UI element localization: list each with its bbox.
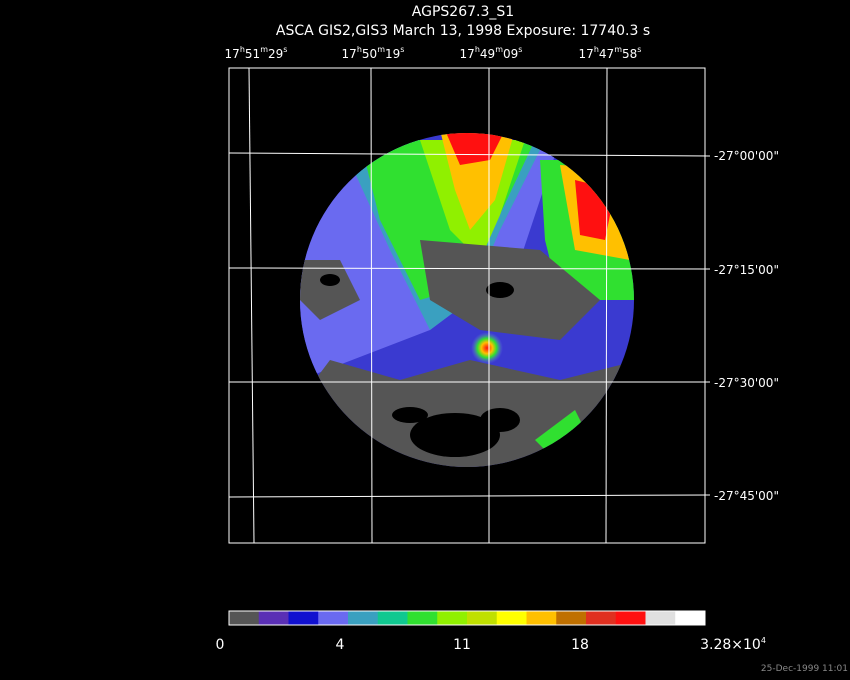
colorbar-swatch xyxy=(407,611,438,625)
label: 17h49m09s xyxy=(460,45,523,61)
label-part: 4 xyxy=(336,637,345,653)
dec-labels: -27°00'00" -27°15'00" -27°30'00" -27°45'00" xyxy=(714,149,779,503)
timestamp: 25-Dec-1999 11:01 xyxy=(761,664,848,674)
colorbar xyxy=(228,610,706,626)
label-part: 58 xyxy=(622,47,637,61)
superscript: h xyxy=(594,45,599,54)
label-part: 17 xyxy=(225,47,240,61)
label: 4 xyxy=(336,637,345,653)
colorbar-swatch xyxy=(526,611,557,625)
colorbar-swatch xyxy=(645,611,676,625)
dec-label: -27°00'00" xyxy=(714,149,779,163)
superscript: h xyxy=(240,45,245,54)
label-part: 47 xyxy=(599,47,614,61)
frame xyxy=(228,67,706,544)
label-part: 51 xyxy=(245,47,260,61)
label: 0 xyxy=(216,637,225,653)
superscript: s xyxy=(400,45,404,54)
colorbar-swatch xyxy=(615,611,646,625)
superscript: h xyxy=(475,45,480,54)
label: 17h51m29s xyxy=(225,45,288,61)
colorbar-swatch xyxy=(258,611,289,625)
label-part: 3.28×10 xyxy=(700,637,761,653)
dec-label: -27°45'00" xyxy=(714,489,779,503)
superscript: m xyxy=(260,45,268,54)
label-part: 19 xyxy=(385,47,400,61)
dec-label: -27°30'00" xyxy=(714,376,779,390)
colorbar-swatch xyxy=(437,611,468,625)
colorbar-swatch xyxy=(318,611,349,625)
label-part: 17 xyxy=(579,47,594,61)
label-part: 17 xyxy=(460,47,475,61)
colorbar-swatch xyxy=(496,611,527,625)
colorbar-swatch xyxy=(586,611,617,625)
subtitle: ASCA GIS2,GIS3 March 13, 1998 Exposure: … xyxy=(276,23,650,39)
superscript: m xyxy=(495,45,503,54)
colorbar-swatch xyxy=(348,611,379,625)
ra-labels: 17h51m29s 17h50m19s 17h49m09s 17h47m58s xyxy=(225,45,642,61)
label-part: 29 xyxy=(268,47,283,61)
colorbar-swatch xyxy=(288,611,319,625)
superscript: s xyxy=(518,45,522,54)
label: 11 xyxy=(453,637,471,653)
colorbar-swatch xyxy=(377,611,408,625)
superscript: m xyxy=(614,45,622,54)
superscript: 4 xyxy=(761,636,766,645)
label-part: 0 xyxy=(216,637,225,653)
label-part: 18 xyxy=(571,637,589,653)
xray-image xyxy=(300,133,634,467)
colorbar-swatch xyxy=(467,611,498,625)
title: AGPS267.3_S1 xyxy=(412,4,514,20)
label: 3.28×104 xyxy=(700,636,766,653)
label-part: 11 xyxy=(453,637,471,653)
label: 17h50m19s xyxy=(342,45,405,61)
superscript: h xyxy=(357,45,362,54)
superscript: s xyxy=(637,45,641,54)
colorbar-frame xyxy=(228,610,706,626)
colorbar-swatch xyxy=(229,611,260,625)
coordinate-grid xyxy=(228,67,711,544)
label-part: 09 xyxy=(503,47,518,61)
label: 17h47m58s xyxy=(579,45,642,61)
dec-label: -27°15'00" xyxy=(714,263,779,277)
superscript: m xyxy=(377,45,385,54)
label-part: 17 xyxy=(342,47,357,61)
superscript: s xyxy=(283,45,287,54)
colorbar-swatch xyxy=(675,611,706,625)
label: 18 xyxy=(571,637,589,653)
colorbar-labels: 0 4 11 18 3.28×104 xyxy=(216,636,766,653)
label-part: 50 xyxy=(362,47,377,61)
label-part: 49 xyxy=(480,47,495,61)
colorbar-swatch xyxy=(556,611,587,625)
